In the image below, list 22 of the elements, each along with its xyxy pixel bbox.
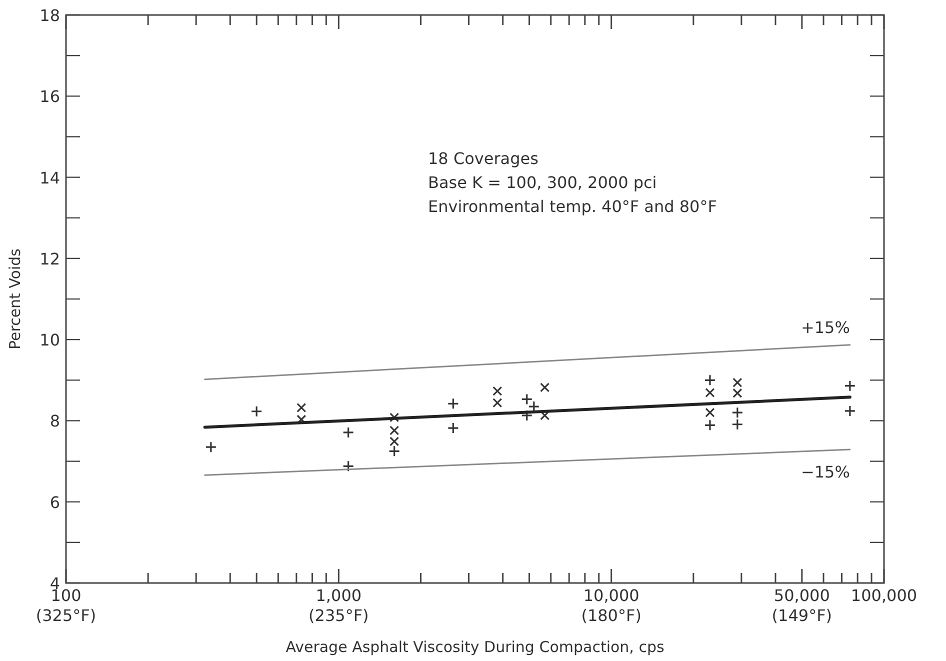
text: (180°F) xyxy=(581,606,642,625)
y-axis-title: Percent Voids xyxy=(6,248,24,350)
y-tick-label: 8 xyxy=(50,412,60,431)
x-axis-title: Average Asphalt Viscosity During Compaction, cps xyxy=(286,638,664,656)
y-tick-label: 10 xyxy=(40,330,60,350)
series-label: +15% xyxy=(800,318,850,337)
x-tick-label: 50,000 xyxy=(774,586,830,605)
y-tick-label: 18 xyxy=(40,6,60,25)
text: (325°F) xyxy=(36,606,96,625)
y-tick-label: 6 xyxy=(50,492,60,512)
y-tick-label: 16 xyxy=(40,87,60,106)
x-tick-label: 10,000 xyxy=(583,586,640,605)
x-tick-label: 100,000 xyxy=(850,586,918,605)
x-tick-label: 1,000 xyxy=(316,586,362,605)
series-label: −15% xyxy=(800,462,850,482)
annotation: Base K = 100, 300, 2000 pci xyxy=(428,173,657,192)
y-tick-label: 14 xyxy=(40,168,60,188)
text: (235°F) xyxy=(308,606,369,625)
text: (149°F) xyxy=(772,606,832,625)
y-tick-label: 12 xyxy=(40,249,60,268)
annotation: Environmental temp. 40°F and 80°F xyxy=(428,197,717,216)
annotation: 18 Coverages xyxy=(428,149,538,168)
